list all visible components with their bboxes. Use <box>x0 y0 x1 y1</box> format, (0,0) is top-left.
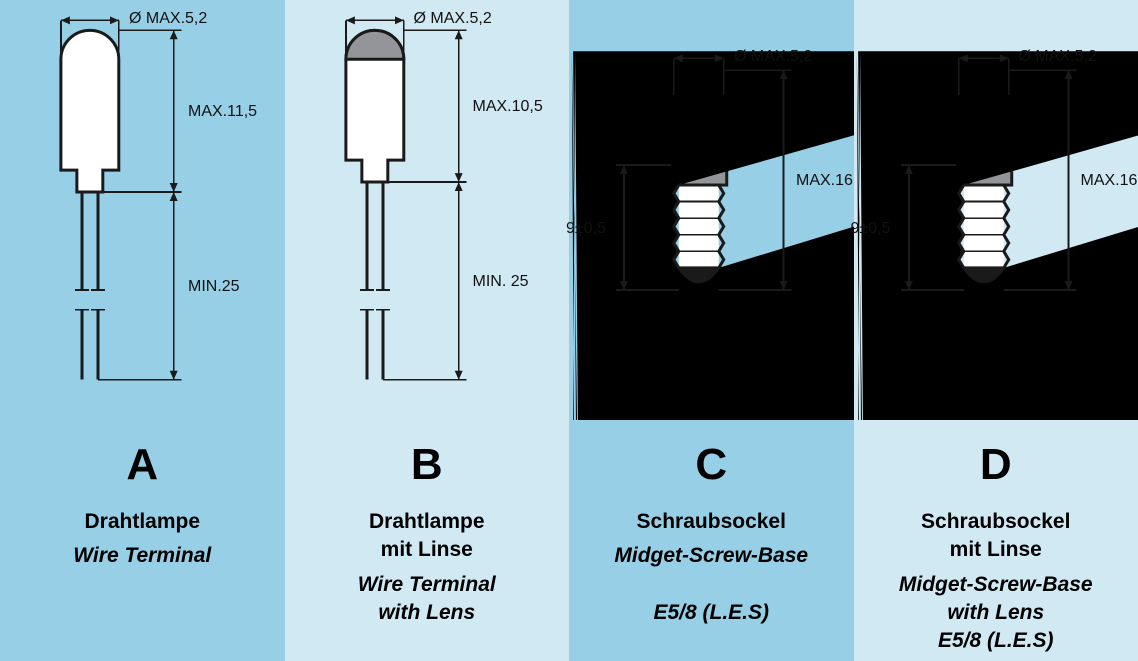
dim-label-height: MAX.10,5 <box>473 98 543 116</box>
dim-label-wire: MIN.25 <box>188 278 240 296</box>
panel-grid: Ø MAX.5,2 MAX.11,5 MIN.25 A Drahtlampe Wir… <box>0 0 1138 661</box>
figure-area: Ø MAX.5,2 MAX.10,5 MIN. 25 <box>285 0 570 420</box>
caption-area: D Schraubsockelmit Linse Midget-Screw-Ba… <box>854 420 1138 661</box>
panel-A: Ø MAX.5,2 MAX.11,5 MIN.25 A Drahtlampe Wir… <box>0 0 285 661</box>
title-de: Drahtlampemit Linse <box>285 508 570 565</box>
dim-label-dia: Ø MAX.5,2 <box>734 48 812 66</box>
lamp-drawing <box>0 0 285 420</box>
title-en: Wire Terminalwith Lens <box>285 571 570 628</box>
lamp-drawing <box>285 0 570 420</box>
dim-label-height: MAX.16,5 <box>1081 172 1138 190</box>
title-de: Drahtlampe <box>0 508 285 536</box>
caption-area: A Drahtlampe Wire Terminal <box>0 420 285 661</box>
panel-letter: D <box>854 440 1138 490</box>
dim-label-dia: Ø MAX.5,2 <box>1019 48 1097 66</box>
title-de: Schraubsockel <box>569 508 854 536</box>
caption-area: B Drahtlampemit Linse Wire Terminalwith … <box>285 420 570 661</box>
panel-letter: A <box>0 440 285 490</box>
title-en: Midget-Screw-Basewith LensE5/8 (L.E.S) <box>854 571 1138 656</box>
figure-area: Ø MAX.5,2 MAX.11,5 MIN.25 <box>0 0 285 420</box>
dim-label-height: MAX.11,5 <box>188 103 257 121</box>
title-en: Midget-Screw-Base E5/8 (L.E.S) <box>569 542 854 627</box>
figure-area: Ø MAX.5,2MAX.16,59±0,5 <box>569 0 854 420</box>
dim-label-wire: MIN. 25 <box>473 273 529 291</box>
panel-C: Ø MAX.5,2MAX.16,59±0,5 C Schraubsockel M… <box>569 0 854 661</box>
dim-label-dia: Ø MAX.5,2 <box>129 10 207 28</box>
dim-label-dia: Ø MAX.5,2 <box>414 10 492 28</box>
panel-letter: C <box>569 440 854 490</box>
figure-area: Ø MAX.5,2 MAX.16,5 9±0,5 <box>854 0 1138 420</box>
dim-label-thread: 9±0,5 <box>566 220 606 238</box>
panel-letter: B <box>285 440 570 490</box>
panel-B: Ø MAX.5,2 MAX.10,5 MIN. 25 B Drahtlampemit… <box>285 0 570 661</box>
title-de: Schraubsockelmit Linse <box>854 508 1138 565</box>
caption-area: C Schraubsockel Midget-Screw-Base E5/8 (… <box>569 420 854 661</box>
dim-label-thread: 9±0,5 <box>851 220 891 238</box>
title-en: Wire Terminal <box>0 542 285 570</box>
panel-D: Ø MAX.5,2 MAX.16,5 9±0,5 D Schraubsockelmi… <box>854 0 1138 661</box>
